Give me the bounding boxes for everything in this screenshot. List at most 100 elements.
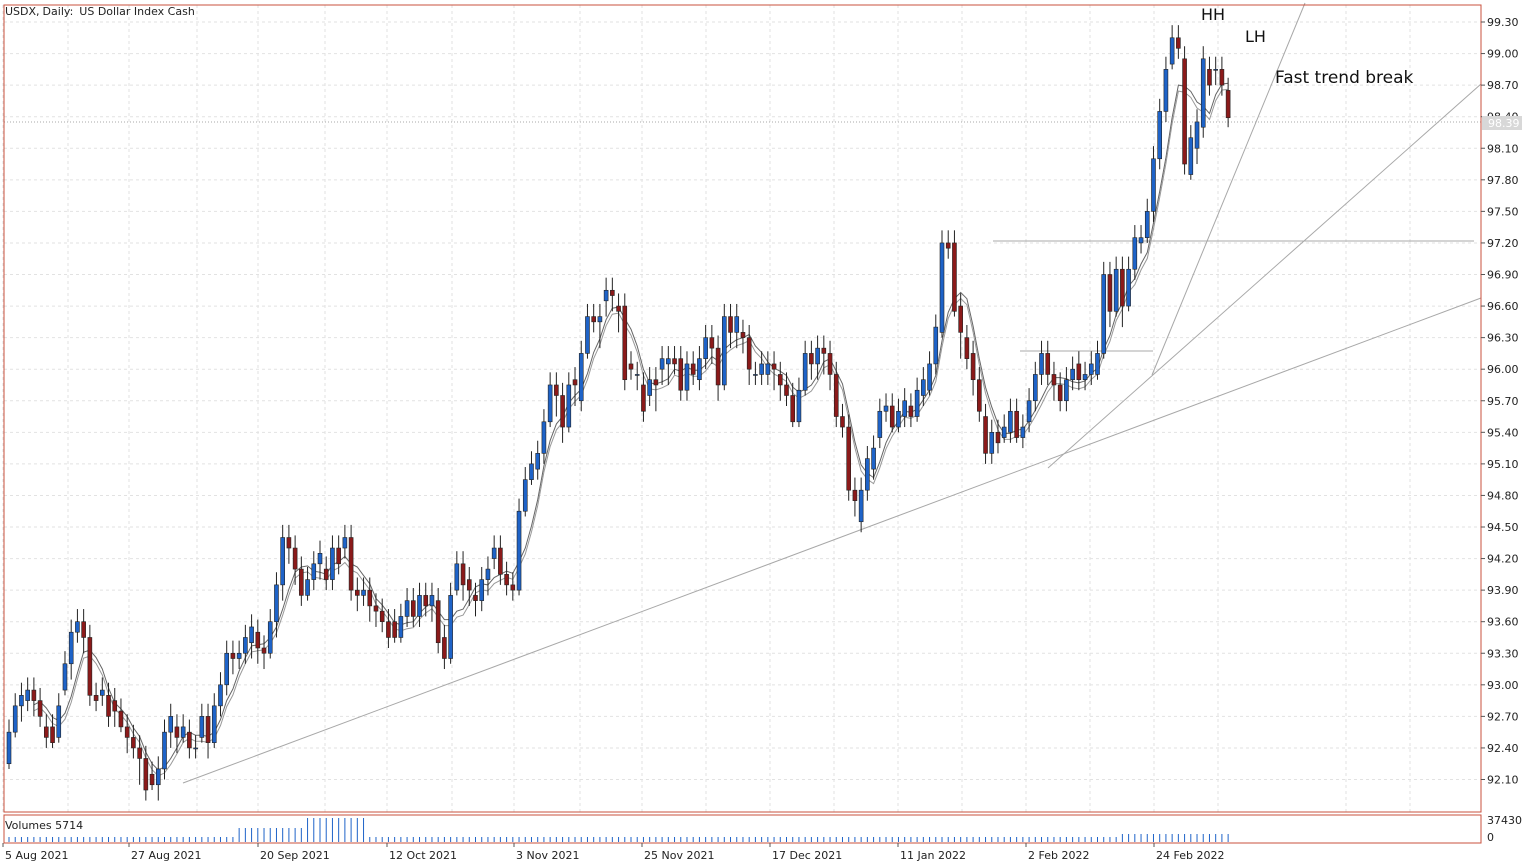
- candle-body: [883, 405, 889, 412]
- candle-body: [323, 568, 329, 580]
- candle-body: [560, 395, 565, 428]
- annotation-hh: HH: [1201, 5, 1225, 24]
- candle-body: [1014, 410, 1019, 438]
- candle-body: [970, 353, 976, 381]
- candle-body: [510, 584, 516, 591]
- candle-body: [622, 305, 628, 381]
- candle-body: [317, 553, 323, 565]
- candle-body: [566, 384, 572, 428]
- candle-body: [927, 363, 932, 391]
- x-tick-label: 5 Aug 2021: [5, 849, 68, 862]
- candle-body: [37, 700, 43, 717]
- candle-body: [871, 447, 876, 470]
- candle-body: [460, 563, 466, 586]
- y-tick-label: 94.80: [1487, 489, 1519, 502]
- y-tick-label: 92.70: [1487, 710, 1519, 723]
- candle-body: [889, 405, 895, 428]
- chart-header: USDX, Daily: US Dollar Index Cash: [5, 5, 195, 18]
- y-tick-label: 99.30: [1487, 16, 1519, 29]
- candle-body: [442, 637, 447, 659]
- annotation-trend-break: Fast trend break: [1275, 68, 1414, 88]
- candle-body: [25, 689, 30, 701]
- candle-body: [155, 768, 161, 786]
- candle-body: [12, 705, 18, 733]
- candle-body: [1207, 69, 1212, 86]
- candle-body: [1045, 353, 1051, 375]
- candle-body: [858, 489, 864, 523]
- candle-body: [1088, 363, 1094, 375]
- candle-body: [933, 326, 939, 365]
- candle-body: [236, 652, 242, 659]
- candle-body: [653, 379, 659, 386]
- y-axis: 99.3099.0098.7098.4098.1097.8097.5097.20…: [1481, 16, 1519, 787]
- candle-body: [958, 305, 963, 333]
- candle-body: [187, 731, 192, 749]
- x-tick-label: 24 Feb 2022: [1156, 849, 1224, 862]
- candle-body: [410, 600, 416, 617]
- candle-body: [1163, 69, 1169, 112]
- y-tick-label: 93.60: [1487, 616, 1519, 629]
- candle-body: [641, 384, 646, 412]
- candle-body: [299, 568, 304, 596]
- candle-body: [131, 737, 136, 749]
- candle-body: [1120, 268, 1125, 307]
- candle-body: [1176, 37, 1181, 49]
- symbol-label: USDX,: [5, 5, 40, 18]
- candle-body: [93, 695, 99, 701]
- price-tag-bg: [1482, 116, 1522, 130]
- candle-body: [995, 432, 1001, 444]
- candle-body: [578, 353, 584, 402]
- candle-body: [423, 595, 429, 607]
- candle-body: [1213, 69, 1218, 71]
- candle-body: [124, 726, 130, 738]
- candle-body: [628, 363, 634, 370]
- y-tick-label: 93.30: [1487, 647, 1519, 660]
- period-label: Daily:: [43, 5, 74, 18]
- candle-body: [249, 626, 254, 644]
- candle-body: [964, 337, 970, 359]
- candle-body: [610, 289, 615, 296]
- ma-fast: [33, 82, 1229, 771]
- y-tick-label: 99.00: [1487, 48, 1519, 61]
- candle-body: [1182, 58, 1187, 165]
- candle-body: [379, 610, 385, 622]
- candle-body: [746, 337, 752, 370]
- candle-body: [417, 595, 422, 617]
- candle-body: [386, 621, 391, 638]
- y-tick-label: 95.10: [1487, 458, 1519, 471]
- candle-body: [6, 731, 12, 765]
- candle-body: [815, 347, 820, 365]
- candle-body: [896, 410, 901, 428]
- candle-body: [50, 726, 55, 743]
- instrument-description: US Dollar Index Cash: [79, 5, 195, 18]
- x-tick-label: 12 Oct 2021: [389, 849, 457, 862]
- candle-body: [597, 316, 603, 323]
- x-tick-label: 27 Aug 2021: [131, 849, 201, 862]
- candle-body: [914, 389, 920, 417]
- x-tick-label: 25 Nov 2021: [644, 849, 714, 862]
- candle-body: [162, 731, 167, 770]
- candle-body: [802, 353, 808, 391]
- candle-body: [535, 453, 541, 470]
- candle-body: [790, 395, 796, 423]
- x-tick-label: 3 Nov 2021: [516, 849, 579, 862]
- candle-body: [305, 579, 310, 596]
- candle-body: [585, 316, 590, 354]
- candle-body: [547, 384, 553, 423]
- candle-body: [765, 363, 771, 375]
- candle-body: [205, 716, 211, 743]
- candle-body: [989, 432, 995, 454]
- candle-body: [672, 358, 677, 365]
- candle-body: [355, 589, 360, 596]
- candle-body: [1113, 268, 1119, 312]
- candle-body: [877, 410, 883, 438]
- y-tick-label: 93.00: [1487, 679, 1519, 692]
- candle-body: [1225, 90, 1231, 119]
- x-tick-label: 17 Dec 2021: [772, 849, 842, 862]
- candle-body: [1107, 274, 1113, 312]
- chart-frame: [3, 4, 1482, 844]
- candlestick-series: [6, 25, 1231, 801]
- candle-body: [267, 621, 273, 654]
- candle-body: [522, 479, 528, 512]
